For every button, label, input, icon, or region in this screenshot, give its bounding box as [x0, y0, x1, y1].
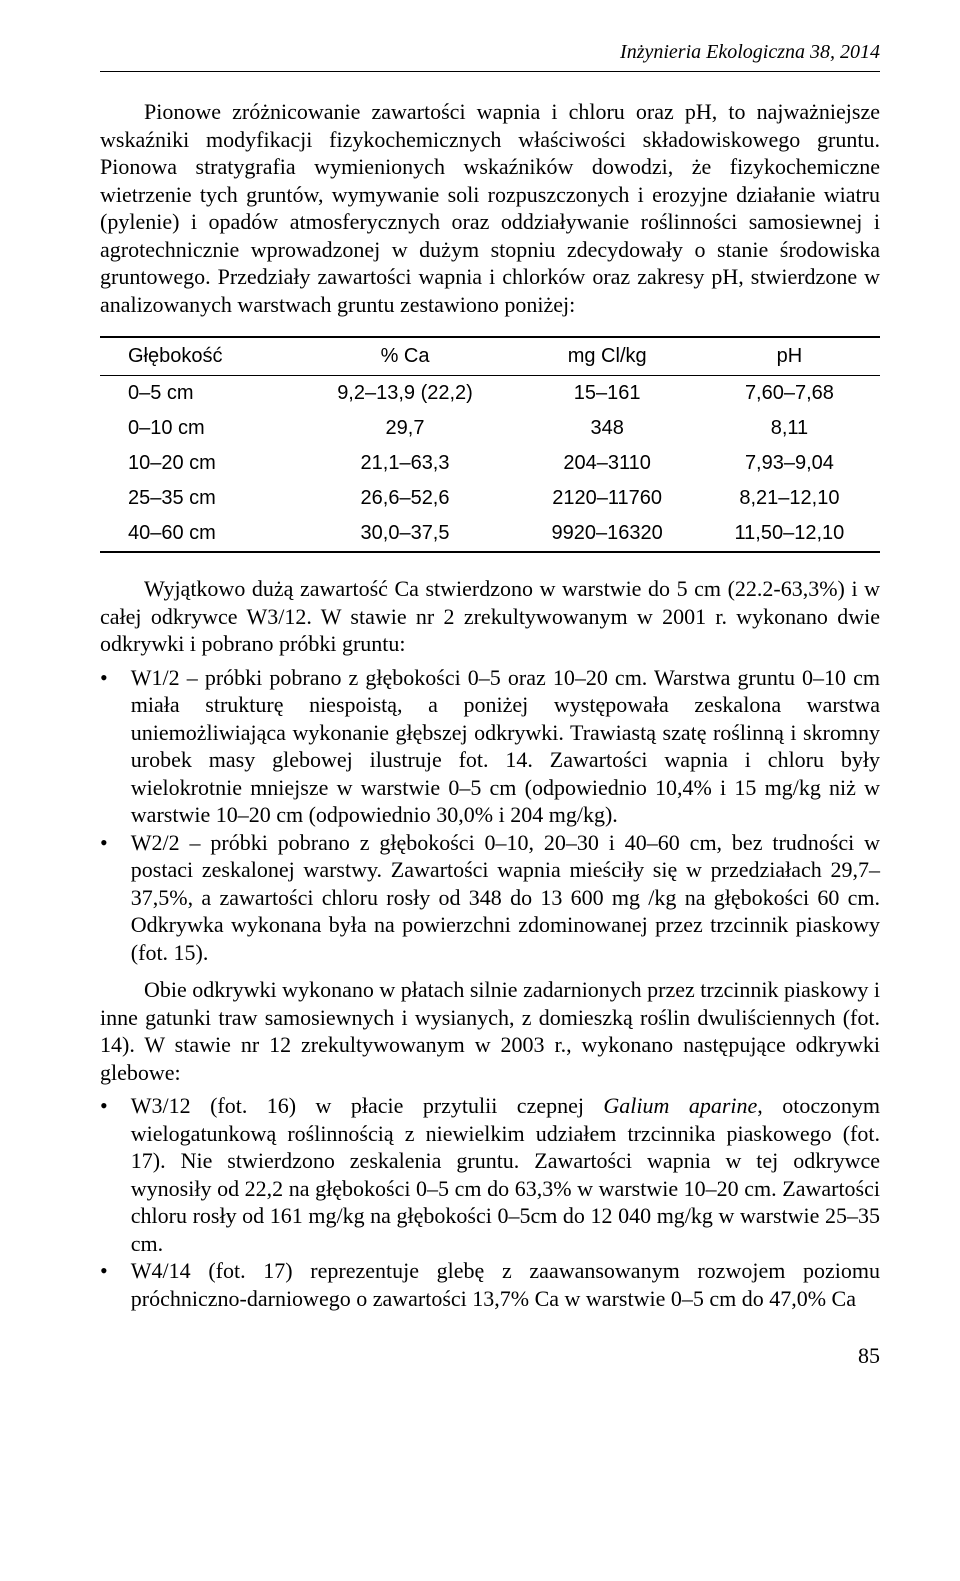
table-row: 10–20 cm 21,1–63,3 204–3110 7,93–9,04: [100, 446, 880, 481]
list-item: W1/2 – próbki pobrano z głębokości 0–5 o…: [100, 664, 880, 829]
cell: 40–60 cm: [100, 516, 295, 552]
cell: 29,7: [295, 411, 516, 446]
cell: 204–3110: [515, 446, 698, 481]
col-depth: Głębokość: [100, 337, 295, 376]
cell: 11,50–12,10: [699, 516, 880, 552]
cell: 26,6–52,6: [295, 481, 516, 516]
cell: 0–5 cm: [100, 376, 295, 412]
depth-table: Głębokość % Ca mg Cl/kg pH 0–5 cm 9,2–13…: [100, 336, 880, 553]
cell: 0–10 cm: [100, 411, 295, 446]
table-row: 0–5 cm 9,2–13,9 (22,2) 15–161 7,60–7,68: [100, 376, 880, 412]
table-row: 0–10 cm 29,7 348 8,11: [100, 411, 880, 446]
paragraph-1: Pionowe zróżnicowanie zawartości wapnia …: [100, 98, 880, 318]
cell: 7,93–9,04: [699, 446, 880, 481]
cell: 21,1–63,3: [295, 446, 516, 481]
list-item: W2/2 – próbki pobrano z głębokości 0–10,…: [100, 829, 880, 967]
list-item: W4/14 (fot. 17) reprezentuje glebę z zaa…: [100, 1257, 880, 1312]
cell: 7,60–7,68: [699, 376, 880, 412]
cell: 2120–11760: [515, 481, 698, 516]
col-ph: pH: [699, 337, 880, 376]
cell: 8,21–12,10: [699, 481, 880, 516]
paragraph-3: Obie odkrywki wykonano w płatach silnie …: [100, 976, 880, 1086]
table-header-row: Głębokość % Ca mg Cl/kg pH: [100, 337, 880, 376]
bullet-list-1: W1/2 – próbki pobrano z głębokości 0–5 o…: [100, 664, 880, 967]
cell: 348: [515, 411, 698, 446]
species-name: Galium aparine: [603, 1093, 757, 1118]
table-row: 40–60 cm 30,0–37,5 9920–16320 11,50–12,1…: [100, 516, 880, 552]
cell: 30,0–37,5: [295, 516, 516, 552]
col-cl: mg Cl/kg: [515, 337, 698, 376]
paragraph-2: Wyjątkowo dużą zawartość Ca stwierdzono …: [100, 575, 880, 658]
table-row: 25–35 cm 26,6–52,6 2120–11760 8,21–12,10: [100, 481, 880, 516]
cell: 25–35 cm: [100, 481, 295, 516]
cell: 10–20 cm: [100, 446, 295, 481]
page-number: 85: [100, 1342, 880, 1370]
cell: 8,11: [699, 411, 880, 446]
col-ca: % Ca: [295, 337, 516, 376]
cell: 9920–16320: [515, 516, 698, 552]
running-head: Inżynieria Ekologiczna 38, 2014: [100, 40, 880, 72]
list-item: W3/12 (fot. 16) w płacie przytulii czepn…: [100, 1092, 880, 1257]
bullet-list-2: W3/12 (fot. 16) w płacie przytulii czepn…: [100, 1092, 880, 1312]
page: Inżynieria Ekologiczna 38, 2014 Pionowe …: [0, 0, 960, 1581]
cell: 15–161: [515, 376, 698, 412]
cell: 9,2–13,9 (22,2): [295, 376, 516, 412]
li-text-pre: W4/14 (fot. 17) reprezentuje glebę z zaa…: [131, 1258, 880, 1311]
li-text-pre: W3/12 (fot. 16) w płacie przytulii czepn…: [131, 1093, 604, 1118]
